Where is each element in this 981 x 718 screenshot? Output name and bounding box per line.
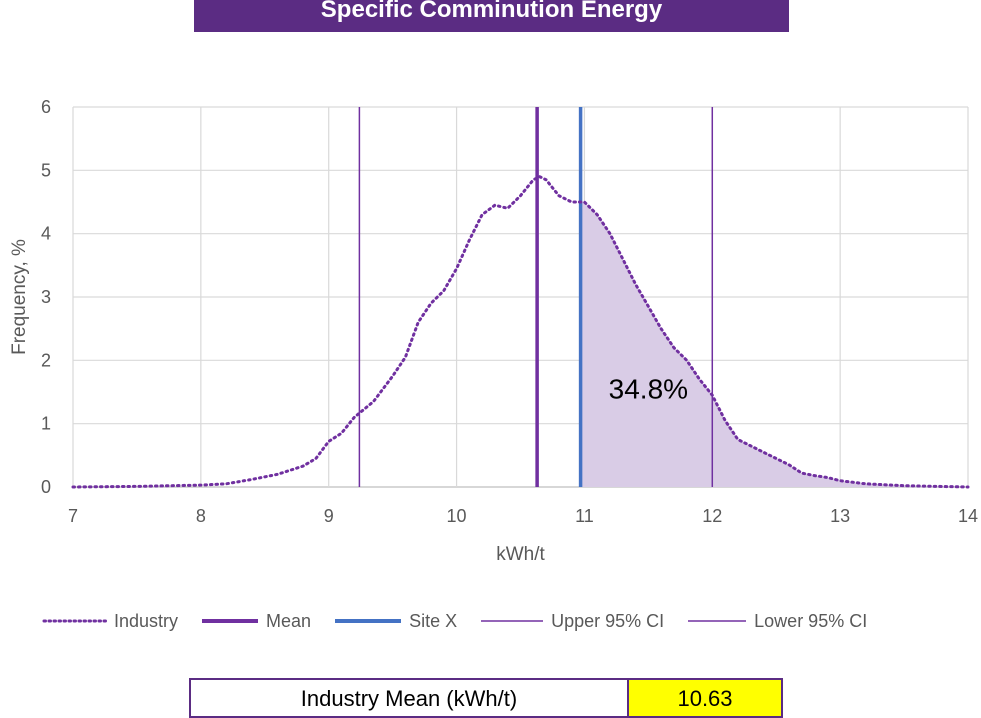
legend-item-site-x: Site X — [333, 611, 457, 632]
legend-item-lower-ci: Lower 95% CI — [686, 611, 867, 632]
industry-mean-summary: Industry Mean (kWh/t) 10.63 — [189, 678, 783, 718]
x-tick-label: 11 — [575, 506, 594, 526]
x-tick-label: 10 — [447, 506, 467, 526]
y-tick-label: 6 — [41, 97, 51, 117]
legend-item-industry: Industry — [42, 611, 178, 632]
y-tick-label: 3 — [41, 287, 51, 307]
y-axis-label: Frequency, % — [9, 239, 30, 355]
legend-label: Upper 95% CI — [551, 610, 665, 631]
chart-legend: Industry Mean Site X Upper 95% CI Lower … — [42, 609, 889, 633]
percentage-annotation: 34.8% — [609, 373, 688, 404]
shaded-area — [580, 202, 968, 487]
x-axis-label: kWh/t — [496, 544, 545, 565]
legend-label: Mean — [266, 610, 312, 631]
x-tick-label: 7 — [68, 506, 78, 526]
industry-curve — [71, 175, 970, 489]
legend-label: Site X — [409, 610, 458, 631]
x-tick-label: 12 — [702, 506, 722, 526]
chart-title: Specific Comminution Energy — [194, 0, 789, 32]
x-tick-label: 9 — [324, 506, 334, 526]
y-tick-label: 1 — [41, 414, 51, 434]
y-tick-label: 5 — [41, 160, 51, 180]
x-tick-label: 13 — [830, 506, 850, 526]
summary-value: 10.63 — [629, 680, 781, 716]
legend-label: Industry — [114, 610, 179, 631]
summary-label: Industry Mean (kWh/t) — [191, 680, 629, 716]
y-tick-label: 2 — [41, 350, 51, 370]
legend-item-upper-ci: Upper 95% CI — [479, 611, 664, 632]
legend-label: Lower 95% CI — [754, 610, 868, 631]
x-tick-label: 8 — [196, 506, 206, 526]
y-tick-label: 0 — [41, 477, 51, 497]
x-tick-label: 14 — [958, 506, 978, 526]
y-tick-label: 4 — [41, 224, 51, 244]
legend-item-mean: Mean — [200, 611, 311, 632]
